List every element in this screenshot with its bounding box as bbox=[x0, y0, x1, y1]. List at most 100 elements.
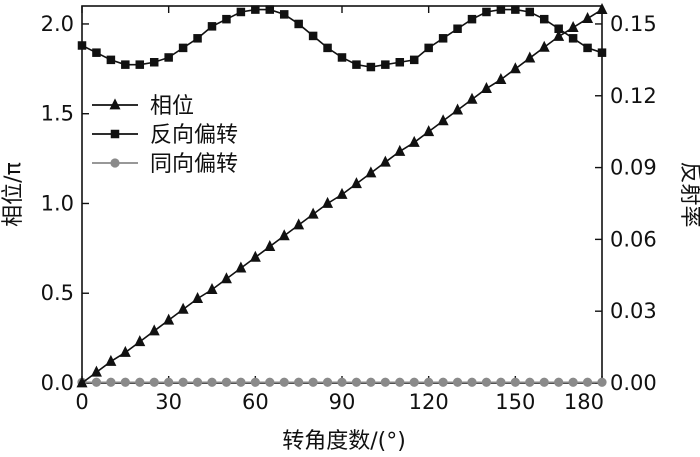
data-point bbox=[482, 7, 491, 17]
y-right-tick-label: 0.12 bbox=[610, 84, 657, 108]
data-point bbox=[294, 19, 303, 29]
data-point bbox=[148, 324, 160, 336]
data-point bbox=[395, 58, 405, 67]
data-point bbox=[120, 377, 130, 387]
data-point bbox=[365, 166, 377, 178]
data-point bbox=[251, 5, 260, 14]
data-point bbox=[423, 125, 435, 137]
data-point bbox=[350, 177, 362, 189]
data-point bbox=[409, 377, 419, 387]
data-point bbox=[567, 20, 579, 32]
data-point bbox=[539, 377, 549, 387]
data-point bbox=[323, 43, 332, 53]
data-point bbox=[164, 53, 173, 62]
data-point bbox=[452, 377, 463, 387]
y-axis-title-right: 反射率 bbox=[677, 161, 700, 227]
legend-label: 反向偏转 bbox=[150, 123, 238, 148]
data-point bbox=[207, 22, 217, 31]
data-point bbox=[177, 302, 189, 314]
data-point bbox=[235, 261, 247, 273]
data-point bbox=[192, 377, 203, 387]
data-point bbox=[193, 34, 202, 43]
data-point bbox=[480, 81, 492, 93]
data-point bbox=[395, 377, 405, 387]
data-point bbox=[77, 41, 87, 50]
data-point bbox=[351, 377, 362, 387]
x-axis-title: 转角度数/(°) bbox=[282, 429, 406, 454]
data-point bbox=[322, 377, 333, 387]
data-point bbox=[467, 14, 477, 24]
data-point bbox=[554, 377, 564, 387]
data-point bbox=[178, 43, 188, 53]
y-right-tick-label: 0.09 bbox=[610, 156, 657, 180]
data-point bbox=[163, 313, 175, 325]
data-point bbox=[366, 377, 376, 387]
data-point bbox=[554, 24, 563, 33]
data-point bbox=[192, 292, 204, 304]
data-point bbox=[308, 31, 318, 41]
data-point bbox=[510, 377, 520, 387]
data-point bbox=[336, 187, 348, 199]
data-point bbox=[279, 377, 289, 387]
data-point bbox=[337, 53, 347, 62]
y-left-tick-label: 1.5 bbox=[41, 102, 74, 126]
data-point bbox=[424, 377, 434, 387]
data-point bbox=[135, 377, 145, 387]
x-tick-label: 60 bbox=[242, 390, 269, 414]
data-point bbox=[408, 135, 420, 147]
data-point bbox=[236, 377, 246, 387]
data-point bbox=[222, 14, 231, 24]
data-point bbox=[597, 377, 607, 387]
data-point bbox=[265, 377, 275, 387]
data-point bbox=[250, 377, 260, 387]
data-point bbox=[279, 10, 289, 19]
data-point bbox=[466, 92, 478, 104]
data-point bbox=[379, 155, 391, 167]
data-point bbox=[92, 48, 101, 57]
data-point bbox=[135, 60, 145, 69]
data-point bbox=[381, 60, 390, 69]
series-same-deflection bbox=[77, 377, 607, 387]
data-point bbox=[481, 377, 492, 387]
data-point bbox=[438, 377, 448, 387]
series-phase bbox=[76, 2, 608, 388]
x-tick-label: 30 bbox=[155, 390, 182, 414]
data-point bbox=[149, 377, 159, 387]
x-tick-label: 90 bbox=[329, 390, 356, 414]
data-point bbox=[178, 377, 188, 387]
series-reverse-deflection bbox=[77, 5, 607, 72]
data-point bbox=[294, 377, 304, 387]
legend-item: 相位 bbox=[92, 94, 194, 119]
legend-marker bbox=[109, 98, 121, 110]
data-point bbox=[568, 34, 578, 43]
data-point bbox=[236, 7, 246, 17]
data-point bbox=[582, 11, 594, 23]
data-point bbox=[582, 377, 593, 387]
data-point bbox=[539, 14, 549, 24]
data-point bbox=[437, 114, 449, 126]
data-point bbox=[409, 55, 419, 65]
data-point bbox=[249, 250, 261, 262]
data-point bbox=[105, 354, 117, 366]
y-left-tick-label: 0.5 bbox=[41, 281, 74, 305]
data-point bbox=[496, 5, 506, 14]
data-point bbox=[394, 144, 406, 156]
data-point bbox=[438, 34, 448, 43]
data-point bbox=[509, 62, 521, 74]
data-point bbox=[90, 365, 102, 377]
data-point bbox=[206, 283, 218, 295]
data-point bbox=[207, 377, 217, 387]
data-point bbox=[583, 43, 592, 53]
data-point bbox=[106, 377, 116, 387]
y-right-tick-label: 0.15 bbox=[610, 12, 657, 36]
data-point bbox=[278, 229, 290, 241]
data-point bbox=[220, 272, 232, 284]
data-point bbox=[322, 196, 334, 208]
x-tick-label: 0 bbox=[75, 390, 88, 414]
ticks-group: 0 30 60 90 120 150 180 0.0 0.5 1.0 1.5 2.0 0.00 0.03 0… bbox=[41, 6, 657, 414]
data-point bbox=[568, 377, 578, 387]
data-point bbox=[511, 5, 520, 14]
